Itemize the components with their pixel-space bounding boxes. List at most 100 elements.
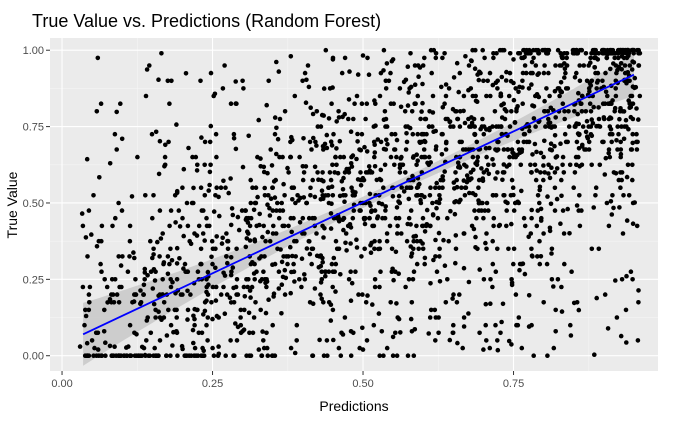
scatter-point [231,353,236,359]
scatter-point [629,67,635,72]
scatter-point [520,85,525,90]
scatter-point [235,214,241,220]
scatter-point [636,288,641,293]
scatter-point [228,338,233,343]
scatter-point [490,284,495,290]
scatter-point [381,353,386,359]
scatter-point [596,116,602,122]
scatter-point [403,284,408,290]
scatter-point [453,260,458,266]
scatter-point [614,138,619,143]
scatter-point [555,47,561,53]
scatter-point [416,74,421,79]
scatter-point [618,139,623,145]
scatter-point [538,206,544,212]
scatter-point [526,86,532,91]
scatter-point [221,178,226,184]
scatter-point [526,324,532,329]
scatter-point [597,162,603,168]
scatter-point [334,119,340,124]
scatter-point [165,254,171,259]
scatter-point [564,55,569,61]
scatter-point [594,80,600,85]
scatter-point [339,330,344,336]
scatter-point [529,59,535,65]
scatter-point [174,245,180,251]
scatter-point [567,162,573,168]
scatter-point [544,86,549,91]
scatter-point [292,93,298,99]
scatter-point [501,162,507,167]
scatter-point [541,300,546,305]
scatter-point [632,75,638,81]
scatter-point [139,344,145,350]
scatter-point [161,300,167,305]
scatter-point [127,223,133,229]
scatter-point [399,154,404,160]
scatter-point [625,51,631,56]
scatter-point [625,162,631,168]
scatter-point [515,322,521,328]
scatter-point [247,238,253,243]
scatter-point [542,63,547,68]
scatter-point [300,215,306,221]
scatter-point [168,322,174,328]
scatter-point [346,97,352,102]
scatter-point [184,200,190,206]
scatter-point [145,273,150,278]
scatter-point [319,188,325,193]
scatter-point [312,164,318,170]
scatter-point [494,148,500,153]
scatter-point [396,199,401,204]
scatter-point [553,307,558,313]
scatter-point [509,342,514,347]
y-tick-label: 0.00 [23,351,44,363]
scatter-point [548,141,554,146]
scatter-point [472,124,478,129]
scatter-point [515,139,521,145]
scatter-point [348,269,354,275]
scatter-point [517,51,523,56]
scatter-point [574,162,579,168]
scatter-point [440,185,445,190]
scatter-point [103,340,108,346]
scatter-point [301,170,307,175]
scatter-point [381,185,386,190]
scatter-point [390,194,396,199]
scatter-point [474,215,479,221]
scatter-point [212,91,218,97]
scatter-point [541,163,546,168]
scatter-point [209,254,214,260]
scatter-point [191,340,196,346]
scatter-point [284,254,289,259]
scatter-point [199,135,204,140]
scatter-point [201,312,206,317]
scatter-point [315,124,321,129]
scatter-point [160,277,165,282]
scatter-point [423,223,429,229]
scatter-point [205,315,211,320]
scatter-point [282,109,288,114]
scatter-point [548,105,554,111]
scatter-point [80,284,86,290]
scatter-point [610,131,615,137]
scatter-point [482,208,488,213]
scatter-point [376,200,382,206]
scatter-point [349,185,354,190]
scatter-point [500,177,505,183]
scatter-point [296,198,301,203]
scatter-point [194,233,200,238]
scatter-point [440,174,446,179]
scatter-point [283,275,289,281]
scatter-point [549,246,555,252]
scatter-point [359,131,365,137]
scatter-point [566,124,572,129]
scatter-point [404,131,409,136]
scatter-point [213,284,219,290]
scatter-point [262,277,268,282]
scatter-point [266,297,271,303]
scatter-point [260,329,265,334]
scatter-point [217,213,222,219]
scatter-point [414,238,420,244]
scatter-point [246,133,251,139]
